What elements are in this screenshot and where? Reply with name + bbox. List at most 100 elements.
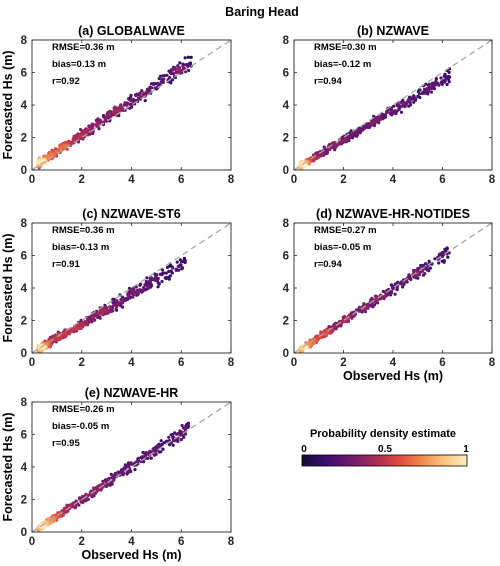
y-tick-label: 8 (21, 218, 28, 230)
data-point (160, 78, 164, 82)
data-point (173, 67, 178, 72)
data-point (133, 290, 137, 294)
data-point (182, 66, 186, 71)
data-point (385, 110, 389, 115)
x-tick-label: 6 (439, 357, 445, 369)
data-point (109, 472, 113, 476)
data-point (171, 266, 175, 270)
y-tick-label: 4 (283, 100, 290, 112)
data-point (437, 261, 441, 265)
data-point (399, 104, 403, 108)
data-point (177, 68, 181, 72)
data-point (112, 112, 116, 116)
data-point (372, 114, 376, 118)
data-point (418, 88, 422, 92)
data-point (444, 76, 448, 80)
y-tick-label: 4 (21, 462, 28, 474)
data-point (116, 109, 120, 114)
data-point (388, 111, 392, 116)
x-tick-label: 2 (79, 536, 85, 548)
data-point (123, 103, 127, 107)
data-point (157, 77, 161, 81)
data-point (168, 75, 172, 79)
data-point (161, 447, 165, 451)
y-tick-label: 0 (21, 527, 27, 539)
x-tick-label: 8 (228, 536, 235, 548)
data-point (107, 476, 111, 481)
data-point (358, 127, 362, 131)
data-point (164, 271, 168, 275)
x-tick-label: 4 (390, 357, 397, 369)
x-tick-label: 6 (178, 536, 184, 548)
data-point (95, 122, 100, 126)
panels: (a) GLOBALWAVE 0 2 4 6 8 0 2 4 6 8 RMSE=0.36 m bias=… (1, 24, 496, 562)
data-point (179, 438, 183, 442)
y-tick-label: 2 (283, 316, 289, 328)
stat-label: r=0.91 (52, 259, 80, 270)
data-point (145, 284, 149, 288)
data-point (355, 131, 359, 135)
data-point (90, 495, 94, 499)
data-point (399, 282, 403, 286)
data-point (424, 267, 428, 271)
data-point (136, 96, 140, 100)
data-point (114, 303, 118, 307)
data-point (402, 102, 406, 106)
data-point (163, 276, 167, 280)
data-point (160, 279, 164, 284)
data-point (160, 273, 164, 277)
x-tick-label: 4 (128, 174, 135, 186)
data-point (167, 435, 171, 439)
data-point (99, 310, 103, 314)
data-point (171, 72, 175, 76)
x-axis-label: Observed Hs (m) (343, 369, 443, 383)
data-point (383, 113, 387, 117)
data-point (79, 496, 83, 500)
y-tick-label: 8 (283, 218, 290, 230)
data-point (78, 323, 83, 328)
data-point (101, 479, 105, 483)
data-point (161, 80, 165, 84)
scatter-points (298, 67, 452, 170)
x-tick-label: 0 (29, 536, 35, 548)
stat-label: bias=-0.12 m (314, 59, 371, 70)
stat-label: bias=-0.13 m (52, 242, 109, 253)
y-axis-label: Forecasted Hs (m) (1, 50, 15, 159)
data-point (71, 327, 75, 331)
data-point (120, 105, 124, 109)
data-point (333, 142, 337, 146)
data-point (424, 82, 428, 86)
data-point (392, 104, 396, 108)
data-point (59, 147, 63, 151)
data-point (127, 462, 131, 466)
data-point (156, 285, 160, 289)
data-point (86, 128, 90, 132)
scatter-panel-a: (a) GLOBALWAVE 0 2 4 6 8 0 2 4 6 8 RMSE=0.36 m bias=… (1, 24, 235, 186)
data-point (442, 259, 446, 263)
data-point (307, 162, 311, 166)
data-point (168, 71, 172, 75)
data-point (135, 93, 139, 97)
y-tick-label: 4 (283, 283, 290, 295)
data-point (351, 131, 355, 135)
data-point (165, 265, 170, 269)
data-point (128, 98, 132, 102)
y-tick-label: 2 (21, 495, 27, 507)
data-point (126, 470, 130, 474)
figure-title: Baring Head (225, 5, 299, 19)
data-point (133, 468, 137, 472)
x-tick-label: 8 (489, 174, 496, 186)
data-point (151, 277, 155, 282)
data-point (168, 274, 172, 278)
colorbar-gradient (301, 454, 468, 467)
data-point (390, 290, 394, 294)
y-tick-label: 0 (283, 348, 289, 360)
x-tick-label: 4 (128, 536, 135, 548)
panel-title: (d) NZWAVE-HR-NOTIDES (316, 207, 470, 221)
data-point (91, 122, 95, 126)
x-tick-label: 6 (178, 357, 184, 369)
data-point (174, 267, 178, 271)
data-point (325, 331, 329, 335)
data-point (94, 313, 98, 317)
x-tick-label: 4 (128, 357, 135, 369)
